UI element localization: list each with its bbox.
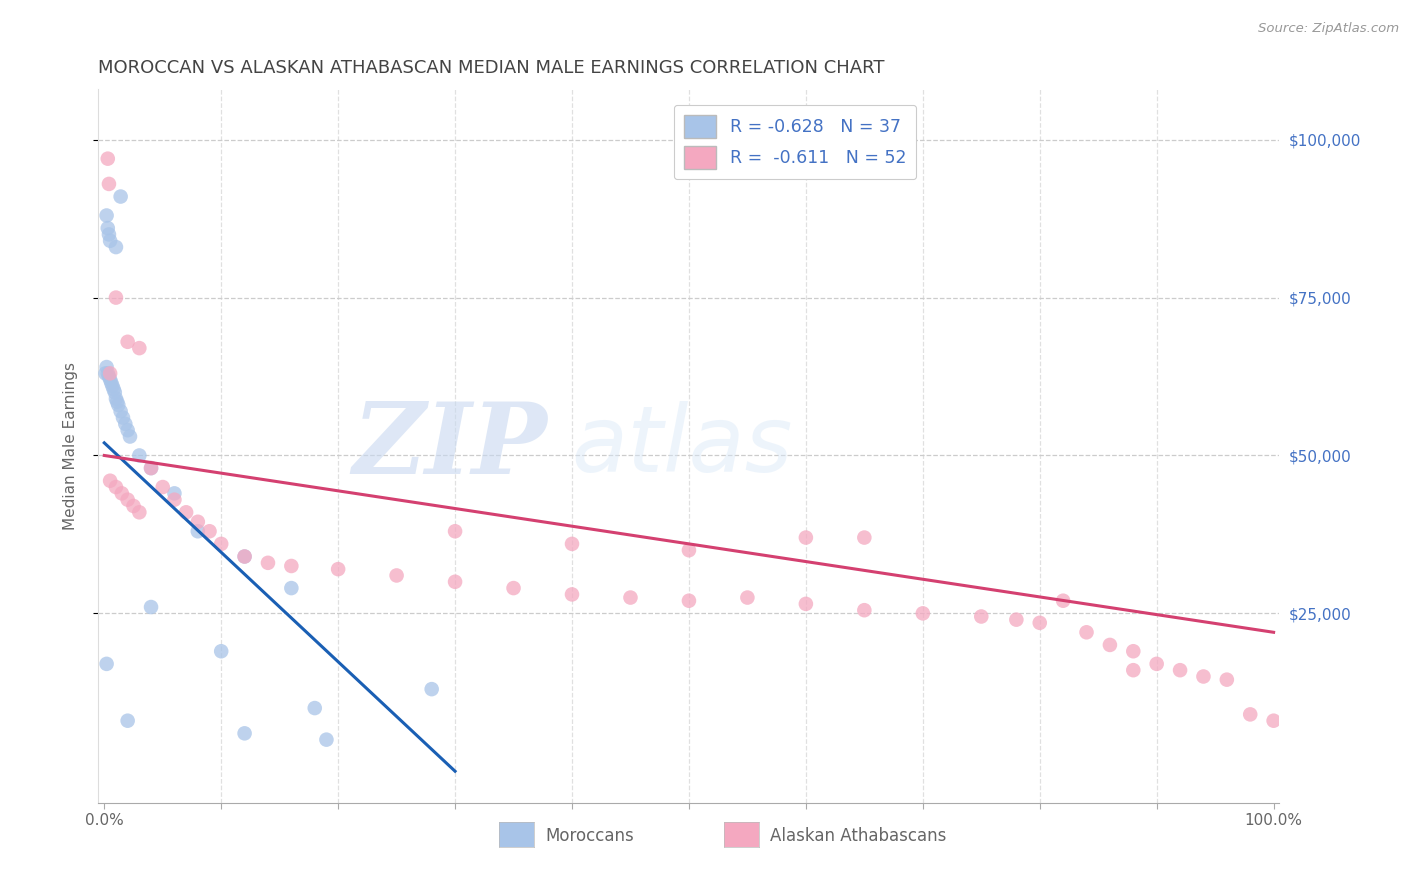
Point [103,382,125,396]
Text: Alaskan Athabascans: Alaskan Athabascans [770,827,946,845]
Point [97,227,120,242]
Text: ZIP: ZIP [353,398,547,494]
Point [174,505,197,519]
Point [1122,644,1144,658]
Point [104,392,127,406]
Point [1263,714,1285,728]
Point [326,562,349,576]
Point [502,581,524,595]
Y-axis label: Median Male Earnings: Median Male Earnings [63,362,77,530]
Point [96,360,118,375]
Point [104,385,127,400]
Point [96,657,118,671]
Point [1029,615,1052,630]
Point [853,603,876,617]
Point [139,600,162,615]
Point [101,379,124,393]
Legend: R = -0.628   N = 37, R =  -0.611   N = 52: R = -0.628 N = 37, R = -0.611 N = 52 [673,105,917,179]
Point [97,369,120,384]
Point [737,591,759,605]
Point [198,524,221,539]
Point [97,221,120,235]
Point [104,480,127,494]
Point [117,334,139,349]
Point [257,556,280,570]
Point [561,587,583,601]
Point [98,234,121,248]
Point [678,593,700,607]
Point [100,376,122,390]
Point [122,499,145,513]
Point [315,732,337,747]
Point [118,429,141,443]
Point [117,714,139,728]
Point [98,373,121,387]
Point [110,404,132,418]
Point [111,410,134,425]
Point [1122,663,1144,677]
Point [794,597,817,611]
Point [104,240,127,254]
Point [97,152,120,166]
Point [117,423,139,437]
Point [853,531,876,545]
Point [304,701,326,715]
Point [139,461,162,475]
Point [152,480,174,494]
Point [104,291,127,305]
Point [110,189,132,203]
Text: Moroccans: Moroccans [546,827,634,845]
Point [280,581,302,595]
Point [1146,657,1168,671]
Point [105,394,128,409]
Point [163,492,186,507]
Point [1005,613,1028,627]
Point [96,209,118,223]
Point [111,486,134,500]
Point [970,609,993,624]
Point [233,549,256,564]
Point [911,607,934,621]
Point [678,543,700,558]
Point [98,367,121,381]
Point [444,574,467,589]
Text: Source: ZipAtlas.com: Source: ZipAtlas.com [1258,22,1399,36]
Point [98,474,121,488]
Point [128,505,150,519]
Point [209,537,232,551]
Point [97,177,120,191]
Point [128,341,150,355]
Point [187,524,209,539]
Point [97,367,120,381]
Point [794,531,817,545]
Text: atlas: atlas [571,401,792,491]
Point [107,398,129,412]
Point [139,461,162,475]
Point [280,559,302,574]
Point [128,449,150,463]
Point [1192,669,1215,683]
Point [117,492,139,507]
Point [1098,638,1121,652]
Text: MOROCCAN VS ALASKAN ATHABASCAN MEDIAN MALE EARNINGS CORRELATION CHART: MOROCCAN VS ALASKAN ATHABASCAN MEDIAN MA… [98,59,884,77]
Point [619,591,641,605]
Point [163,486,186,500]
Point [561,537,583,551]
Point [187,515,209,529]
Point [444,524,467,539]
Point [209,644,232,658]
Point [94,367,117,381]
Point [420,682,443,697]
Point [1216,673,1239,687]
Point [233,549,256,564]
Point [233,726,256,740]
Point [1239,707,1261,722]
Point [1052,593,1074,607]
Point [1168,663,1191,677]
Point [114,417,136,431]
Point [1076,625,1098,640]
Point [385,568,408,582]
